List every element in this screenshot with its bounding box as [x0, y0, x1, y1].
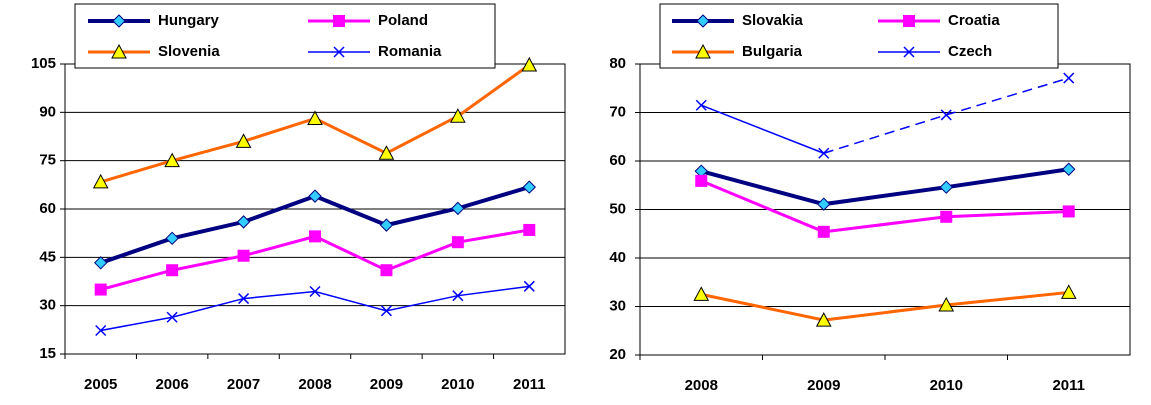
marker	[940, 210, 953, 223]
marker	[938, 296, 955, 312]
marker	[164, 152, 180, 168]
marker	[452, 290, 464, 302]
marker	[695, 99, 707, 111]
marker	[451, 201, 465, 216]
y-tick-label: 90	[39, 103, 56, 120]
series-line	[700, 179, 1069, 234]
legend-label: Romania	[378, 43, 442, 60]
marker	[817, 197, 831, 211]
series-line	[700, 167, 1070, 207]
marker	[1062, 162, 1076, 176]
marker	[237, 249, 250, 262]
marker	[166, 311, 178, 323]
marker	[112, 14, 126, 28]
marker	[111, 43, 127, 59]
marker	[309, 285, 321, 298]
y-tick-label: 40	[609, 249, 626, 266]
marker	[94, 256, 108, 270]
series-line	[700, 290, 1069, 322]
marker	[166, 264, 179, 277]
legend-label: Poland	[378, 12, 428, 29]
legend-label: Croatia	[948, 12, 1000, 29]
marker	[165, 231, 179, 246]
y-tick-label: 30	[39, 297, 56, 314]
marker	[521, 56, 538, 72]
marker	[380, 305, 392, 317]
marker	[940, 109, 952, 121]
x-tick-label: 2005	[84, 376, 117, 393]
marker	[815, 312, 832, 327]
marker	[450, 108, 466, 123]
series-line	[700, 104, 825, 154]
x-tick-label: 2011	[1052, 377, 1085, 394]
marker	[1060, 284, 1077, 299]
marker	[939, 180, 953, 194]
marker	[238, 293, 250, 305]
x-tick-label: 2010	[930, 377, 963, 394]
marker	[307, 110, 323, 125]
marker	[380, 264, 393, 277]
marker	[523, 223, 536, 236]
x-tick-label: 2008	[298, 376, 331, 393]
x-tick-label: 2008	[685, 377, 718, 394]
legend-box	[74, 3, 496, 69]
legend-label: Slovenia	[158, 43, 220, 60]
marker	[308, 189, 322, 203]
marker	[92, 173, 109, 189]
marker	[1062, 205, 1075, 218]
y-tick-label: 20	[609, 346, 626, 363]
marker	[523, 280, 535, 292]
marker	[695, 174, 708, 187]
x-tick-label: 2009	[370, 376, 403, 393]
marker	[94, 283, 107, 296]
x-tick-label: 2009	[807, 377, 840, 394]
x-tick-label: 2007	[227, 376, 260, 393]
marker	[818, 147, 830, 159]
marker	[333, 46, 345, 58]
marker	[236, 215, 251, 229]
y-tick-label: 80	[609, 55, 626, 72]
marker	[309, 230, 321, 243]
marker	[695, 43, 711, 59]
marker	[95, 324, 107, 337]
marker	[1063, 72, 1075, 84]
legend-label: Bulgaria	[742, 43, 803, 60]
legend-label: Czech	[948, 43, 992, 60]
x-tick-label: 2006	[155, 376, 188, 393]
marker	[903, 46, 915, 58]
legend-label: Slovakia	[742, 12, 804, 29]
marker	[817, 225, 830, 238]
x-tick-label: 2010	[441, 376, 474, 393]
marker	[693, 286, 710, 301]
marker	[903, 15, 915, 27]
legend-label: Hungary	[158, 12, 220, 29]
marker	[451, 236, 464, 249]
legend-box	[659, 3, 1059, 69]
y-tick-label: 15	[39, 345, 56, 362]
marker	[235, 133, 252, 148]
marker	[379, 218, 394, 232]
y-tick-label: 60	[39, 200, 56, 217]
marker	[378, 145, 395, 160]
y-tick-label: 60	[609, 152, 626, 169]
marker	[522, 180, 536, 194]
y-tick-label: 75	[39, 152, 56, 169]
y-tick-label: 45	[39, 248, 56, 265]
y-tick-label: 30	[609, 297, 626, 314]
y-tick-label: 105	[31, 55, 56, 72]
marker	[333, 15, 345, 27]
y-tick-label: 70	[609, 103, 626, 120]
marker	[696, 14, 710, 28]
x-tick-label: 2011	[513, 376, 546, 393]
y-tick-label: 50	[609, 200, 626, 217]
